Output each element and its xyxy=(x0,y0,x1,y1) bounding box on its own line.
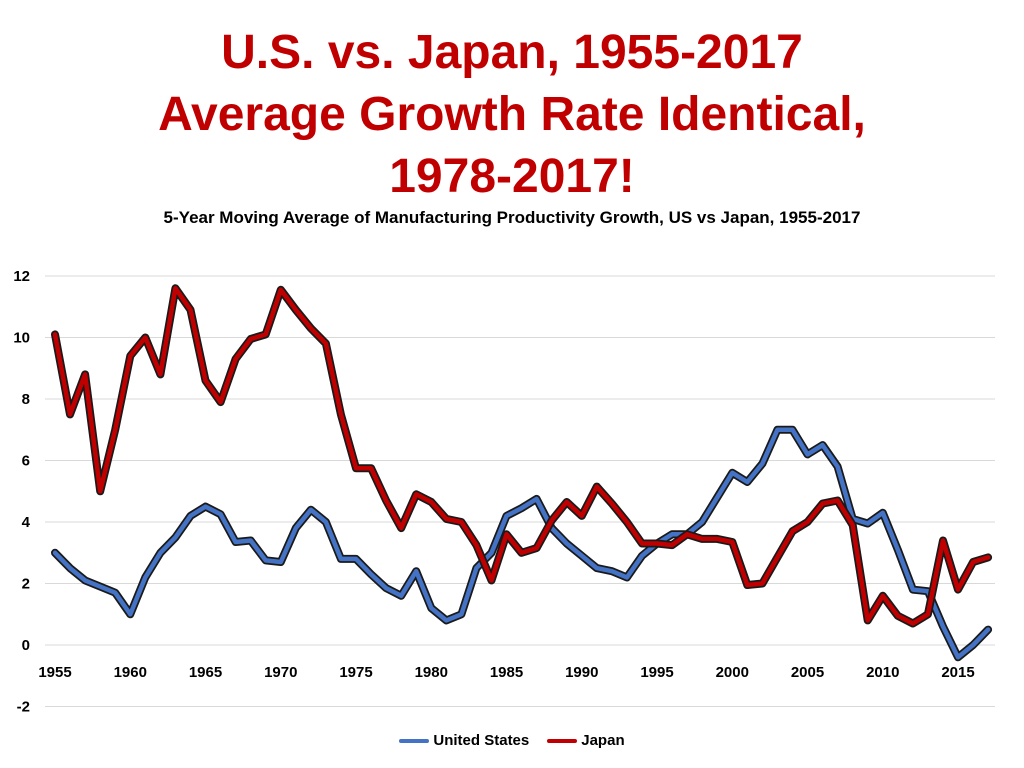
y-tick-label: 10 xyxy=(13,330,30,347)
y-tick-label: 2 xyxy=(22,576,30,593)
legend-item-us: United States xyxy=(399,732,529,749)
y-tick-label: 12 xyxy=(13,268,30,285)
y-tick-label: 8 xyxy=(22,391,30,408)
chart-title: 5-Year Moving Average of Manufacturing P… xyxy=(163,208,861,227)
headline: U.S. vs. Japan, 1955-2017 Average Growth… xyxy=(0,22,1024,208)
legend-label-japan: Japan xyxy=(581,732,625,749)
x-tick-label: 1970 xyxy=(264,664,297,681)
x-tick-label: 2010 xyxy=(866,664,899,681)
series-outline-united-states xyxy=(51,425,993,662)
x-tick-label: 2000 xyxy=(716,664,749,681)
headline-line-3: 1978-2017! xyxy=(389,150,635,203)
x-tick-label: 1980 xyxy=(415,664,448,681)
x-tick-label: 1990 xyxy=(565,664,598,681)
series-line-japan xyxy=(52,286,991,626)
series-line-united-states xyxy=(52,427,991,660)
gridlines xyxy=(45,275,995,707)
legend: United States Japan xyxy=(0,732,1024,749)
legend-item-japan: Japan xyxy=(547,732,625,749)
y-tick-label: -2 xyxy=(17,699,30,716)
x-tick-label: 1965 xyxy=(189,664,222,681)
legend-label-us: United States xyxy=(433,732,530,749)
y-tick-label: 4 xyxy=(22,514,31,531)
legend-swatch-us xyxy=(399,738,430,743)
y-tick-label: 0 xyxy=(22,637,30,654)
y-axis-ticks: -2 0 2 4 6 8 10 12 xyxy=(13,268,30,716)
x-axis-ticks: 1955 1960 1965 1970 1975 1980 1985 1990 1995 2000… xyxy=(38,664,974,681)
x-tick-label: 2015 xyxy=(941,664,974,681)
x-tick-label: 1975 xyxy=(339,664,372,681)
x-tick-label: 1960 xyxy=(114,664,147,681)
legend-swatch-japan xyxy=(547,738,578,743)
x-tick-label: 1985 xyxy=(490,664,523,681)
x-tick-label: 1995 xyxy=(640,664,673,681)
x-tick-label: 1955 xyxy=(38,664,71,681)
headline-line-1: U.S. vs. Japan, 1955-2017 xyxy=(221,26,803,79)
y-tick-label: 6 xyxy=(22,453,30,470)
x-tick-label: 2005 xyxy=(791,664,824,681)
headline-line-2: Average Growth Rate Identical, xyxy=(158,88,866,141)
series-lines xyxy=(51,284,993,662)
